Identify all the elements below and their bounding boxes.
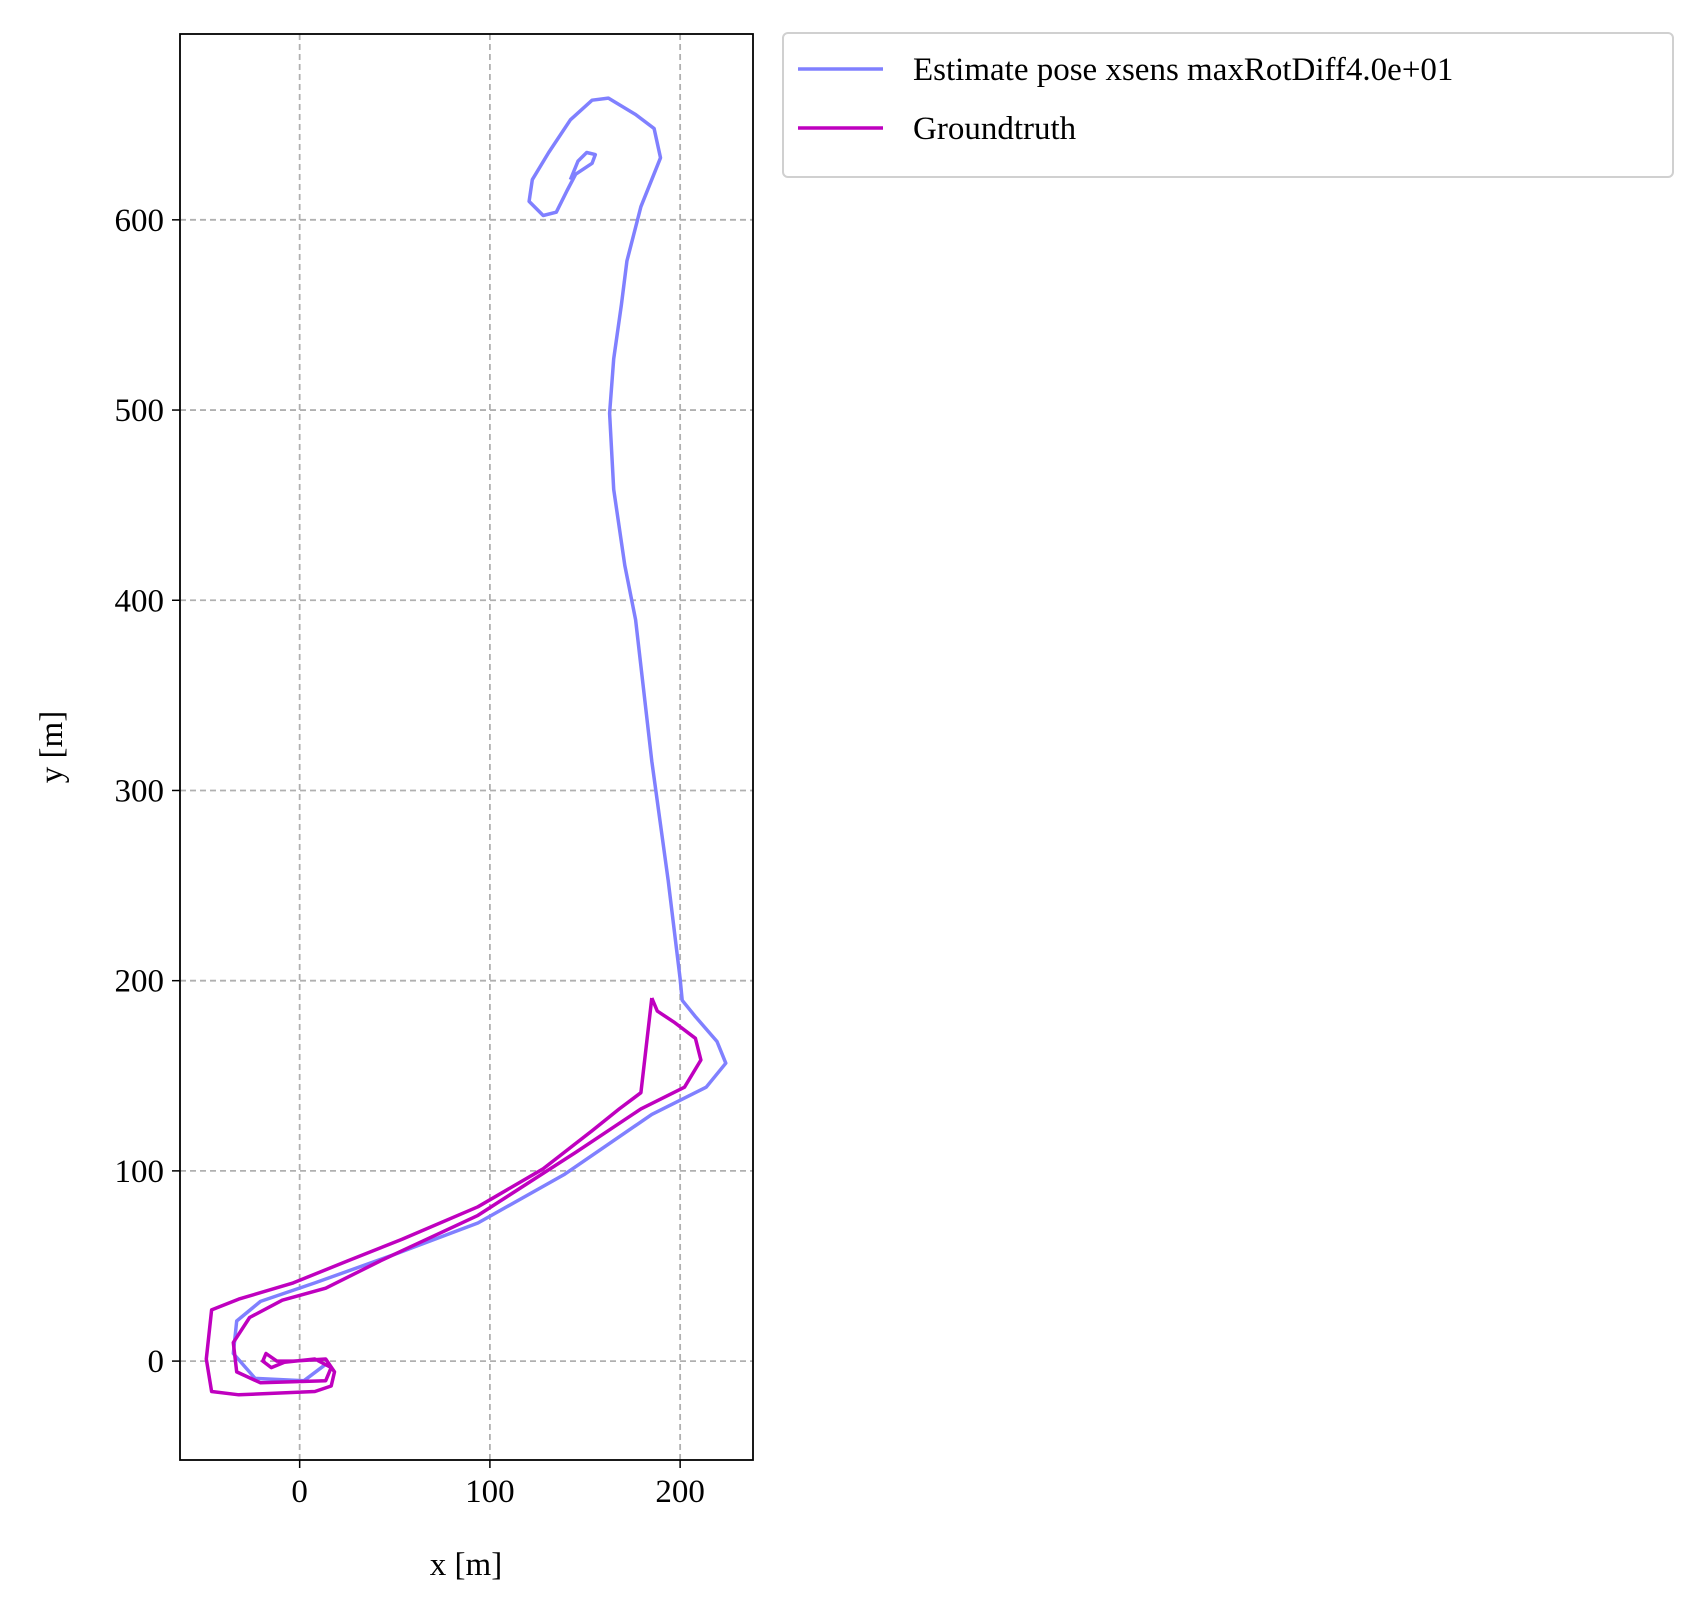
legend-label: Groundtruth [913,111,1077,147]
x-tick-label: 0 [291,1474,308,1510]
series-line [231,96,728,1383]
y-tick-label: 100 [115,1154,165,1190]
y-tick-label: 300 [115,773,165,809]
x-tick-label: 100 [465,1474,515,1510]
y-axis-label: y [m] [34,711,70,783]
legend-box [782,32,1674,178]
y-tick-label: 500 [115,393,165,429]
y-tick-label: 0 [148,1344,165,1380]
y-tick-label: 600 [115,203,165,239]
plot-frame [179,33,754,1461]
y-tick-label: 200 [115,964,165,1000]
legend-label: Estimate pose xsens maxRotDiff4.0e+01 [913,52,1453,88]
series-line [204,997,703,1397]
x-tick-label: 200 [655,1474,705,1510]
x-axis-label: x [m] [430,1547,502,1583]
y-tick-label: 400 [115,583,165,619]
